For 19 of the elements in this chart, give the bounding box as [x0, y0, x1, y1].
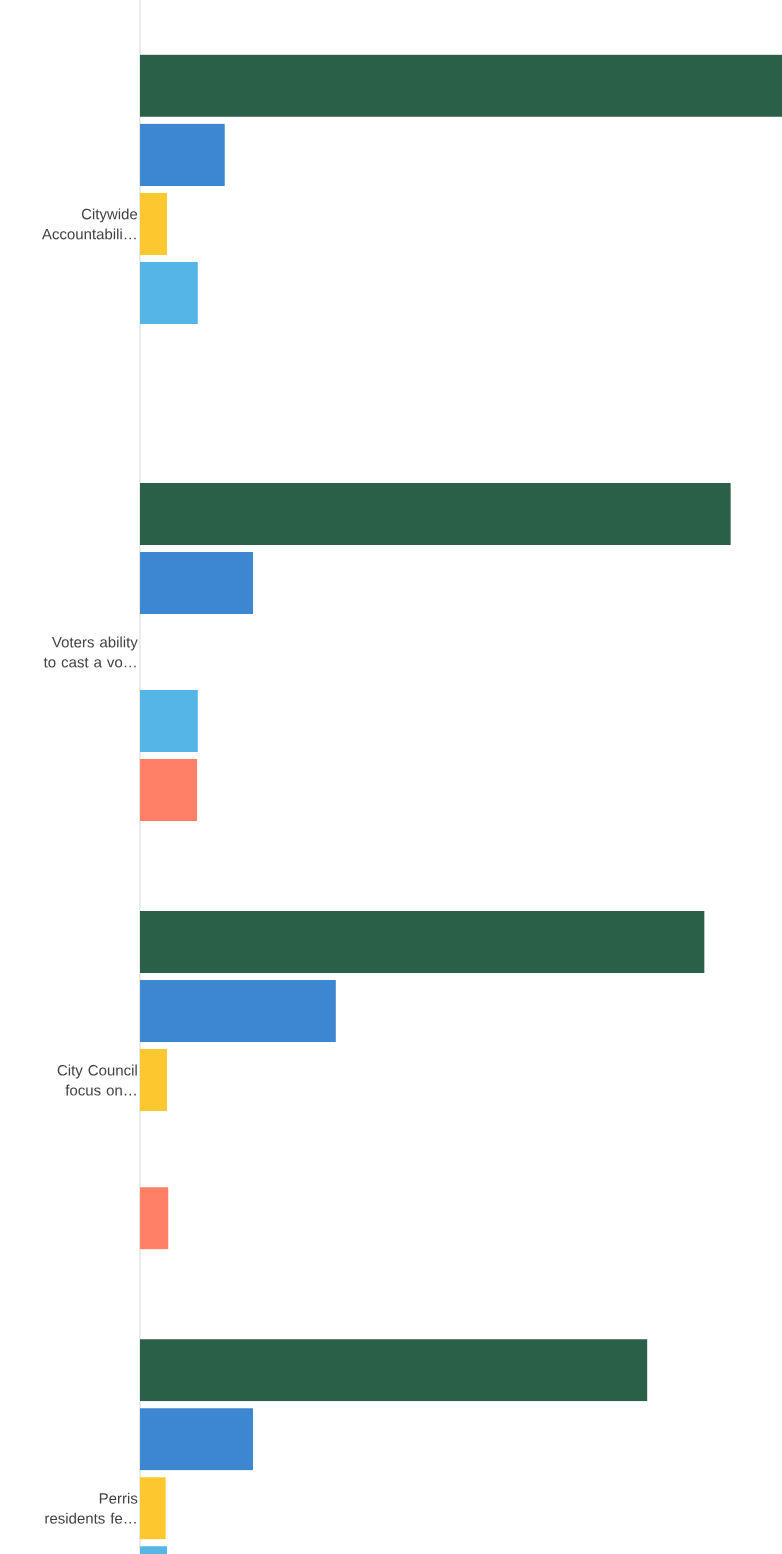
y-tick-label: Perris residents fe… — [45, 1492, 138, 1524]
bar — [140, 482, 731, 545]
y-tick-label: City Council focus on… — [57, 1064, 137, 1096]
bar — [140, 54, 782, 117]
bar — [140, 759, 198, 822]
bar — [140, 123, 225, 186]
bar — [140, 1408, 253, 1471]
bar — [140, 980, 336, 1043]
y-tick-label: Voters ability to cast a vo… — [43, 636, 138, 668]
bar — [140, 551, 253, 614]
bar — [140, 690, 198, 753]
bar — [140, 261, 198, 324]
bar — [140, 911, 705, 974]
bar — [140, 1049, 167, 1112]
bar — [140, 1339, 648, 1402]
bar — [140, 1477, 166, 1540]
bar — [140, 192, 167, 255]
bar — [140, 1187, 169, 1250]
y-tick-label: Citywide Accountabili… — [41, 208, 138, 240]
